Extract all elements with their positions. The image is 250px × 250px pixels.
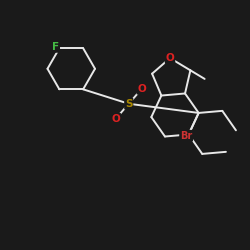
- Text: O: O: [112, 114, 120, 124]
- Text: O: O: [138, 84, 146, 94]
- Text: S: S: [125, 99, 132, 109]
- Text: F: F: [52, 42, 59, 52]
- Text: Br: Br: [180, 131, 192, 141]
- Text: O: O: [166, 53, 174, 63]
